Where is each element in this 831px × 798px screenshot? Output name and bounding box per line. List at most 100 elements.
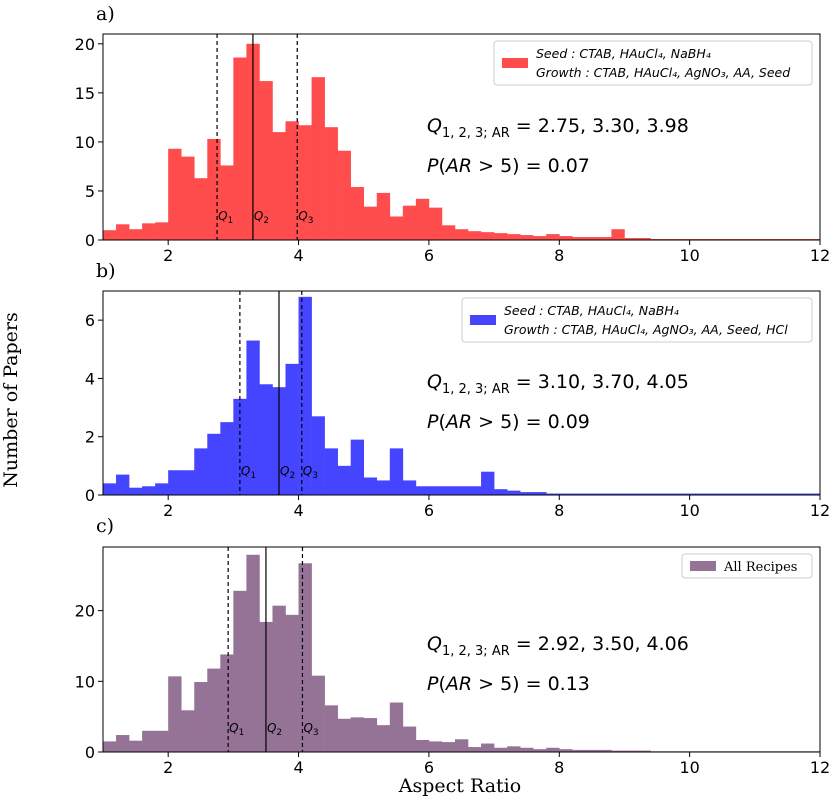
legend-growth-label: Growth : CTAB, HAuCl₄, AgNO₃, AA, Seed <box>536 65 790 80</box>
histogram-bar <box>259 384 273 495</box>
histogram-bar <box>507 746 521 752</box>
histogram-bar <box>428 741 443 752</box>
legend-seed-label: Seed : CTAB, HAuCl₄, NaBH₄ <box>536 46 711 61</box>
x-tick-label: 10 <box>679 501 699 520</box>
legend-seed-label: Seed : CTAB, HAuCl₄, NaBH₄ <box>504 303 679 318</box>
histogram-bar <box>454 739 469 752</box>
histogram-bar <box>572 749 586 752</box>
histogram-bar <box>350 439 365 495</box>
histogram-bar <box>481 743 495 752</box>
quartile-label-q1: Q1 <box>241 464 256 481</box>
histogram-bar <box>585 749 599 752</box>
histogram-bar <box>415 739 430 752</box>
histogram-bar <box>454 229 469 240</box>
histogram-bar <box>285 121 299 240</box>
histogram-bar <box>220 165 234 240</box>
x-tick-label: 4 <box>293 501 303 520</box>
histogram-bar <box>402 726 417 752</box>
bars <box>103 554 821 752</box>
y-tick-label: 0 <box>85 486 95 505</box>
histogram-bar <box>103 230 117 240</box>
histogram-bar <box>507 490 521 495</box>
histogram-bar <box>637 493 651 495</box>
histogram-bar <box>546 234 560 240</box>
histogram-bar <box>780 493 795 495</box>
histogram-bar <box>389 216 404 240</box>
histogram-bar <box>311 675 325 752</box>
legend: All Recipes <box>681 553 813 579</box>
quartile-annotation: Q1, 2, 3; AR = 2.92, 3.50, 4.06 <box>427 633 689 659</box>
histogram-bar <box>741 493 756 495</box>
legend: Seed : CTAB, HAuCl₄, NaBH₄ Growth : CTAB,… <box>493 40 813 86</box>
y-tick-label: 0 <box>85 743 95 762</box>
y-tick-label: 6 <box>85 311 95 330</box>
histogram-bar <box>533 749 547 752</box>
histogram-bar <box>415 198 430 240</box>
histogram-bar <box>259 81 273 240</box>
histogram-bar <box>129 487 143 495</box>
histogram-bar <box>298 125 312 240</box>
histogram-bar <box>598 237 612 240</box>
histogram-bar <box>337 465 351 495</box>
histogram-bar <box>116 474 130 495</box>
y-tick-label: 0 <box>85 231 95 250</box>
histogram-bar <box>363 477 378 495</box>
quartile-annotation: Q1, 2, 3; AR = 3.10, 3.70, 4.05 <box>427 371 689 397</box>
histogram-bar <box>637 238 651 240</box>
histogram-bar <box>337 150 351 240</box>
legend-growth-label: Growth : CTAB, HAuCl₄, AgNO₃, AA, Seed, … <box>504 322 788 337</box>
quartile-annotation: Q1, 2, 3; AR = 2.75, 3.30, 3.98 <box>427 115 689 141</box>
histogram-bar <box>168 676 182 752</box>
histogram-bar <box>142 223 156 240</box>
histogram-bar <box>181 470 195 495</box>
histogram-bar <box>246 340 260 495</box>
histogram-bar <box>233 590 247 752</box>
legend: Seed : CTAB, HAuCl₄, NaBH₄ Growth : CTAB,… <box>461 297 813 343</box>
histogram-bar <box>754 493 769 495</box>
histogram-panel-1: a) Q1 Q2 Q3 2 4 6 8 10 12 0 5 10 15 20 Seed : CTAB, HAu… <box>75 3 831 265</box>
histogram-bar <box>272 132 286 240</box>
histogram-bar <box>168 148 182 240</box>
histogram-bar <box>481 471 495 495</box>
histogram-bar <box>494 489 508 495</box>
bars <box>103 296 821 495</box>
histogram-bar <box>142 730 156 752</box>
histogram-bar <box>598 749 612 752</box>
histogram-bar <box>194 448 208 495</box>
histogram-bar <box>585 237 599 240</box>
histogram-bar <box>194 178 208 240</box>
histogram-bar <box>311 416 325 495</box>
x-tick-label: 4 <box>293 246 303 265</box>
histogram-bar <box>441 742 456 752</box>
quartile-label-q2: Q2 <box>267 721 282 738</box>
x-tick-label: 8 <box>554 246 564 265</box>
quartile-label-q1: Q1 <box>218 209 233 226</box>
x-tick-label: 12 <box>810 758 830 777</box>
histogram-bar <box>559 236 573 240</box>
histogram-bar <box>155 730 169 752</box>
histogram-bar <box>207 668 221 752</box>
x-tick-label: 8 <box>554 758 564 777</box>
histogram-bar <box>507 234 521 240</box>
histogram-bar <box>376 725 391 752</box>
histogram-bar <box>181 710 195 752</box>
x-tick-label: 10 <box>679 758 699 777</box>
histogram-bar <box>116 735 130 752</box>
plot-frame <box>102 33 821 241</box>
histogram-bar <box>168 470 182 495</box>
plot-frame <box>102 546 821 753</box>
histogram-bar <box>402 205 417 240</box>
bars <box>103 43 821 241</box>
x-tick-label: 6 <box>424 501 434 520</box>
histogram-bar <box>207 433 221 495</box>
histogram-bar <box>663 493 677 495</box>
histogram-bar <box>715 493 730 495</box>
histogram-bar <box>468 747 482 752</box>
histogram-bar <box>611 750 625 752</box>
histogram-bar <box>129 740 143 752</box>
histogram-bar <box>363 718 378 752</box>
x-tick-label: 4 <box>293 758 303 777</box>
histogram-bar <box>220 654 234 752</box>
y-tick-label: 4 <box>85 369 95 388</box>
